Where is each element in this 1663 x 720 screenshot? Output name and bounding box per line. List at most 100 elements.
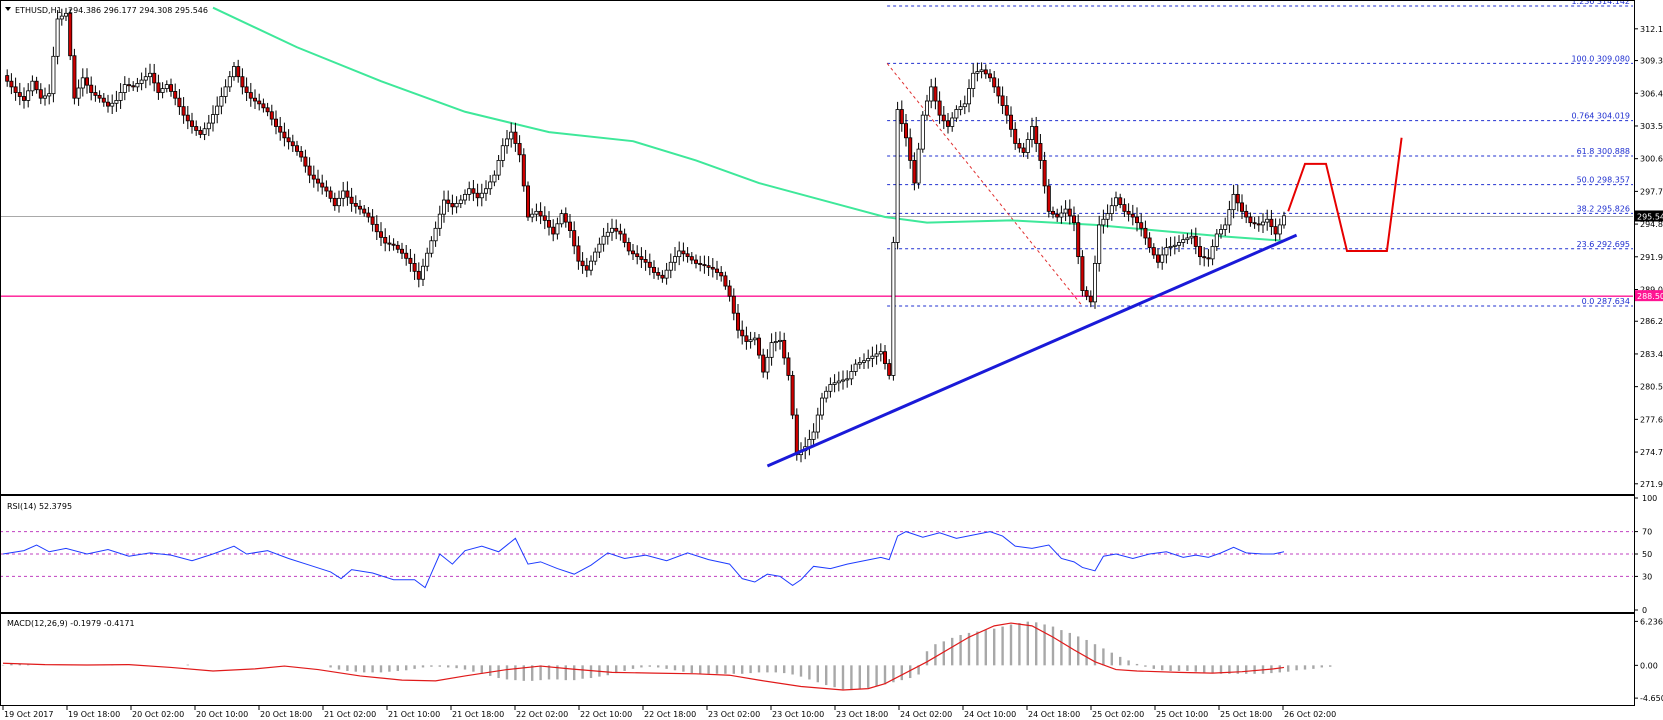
bear-candle [261,103,266,109]
bear-candle [685,253,690,258]
bear-candle [551,226,556,235]
bull-candle [1261,221,1266,226]
bear-candle [643,259,648,263]
bear-candle [1235,193,1240,204]
price-axis-label: 289.095 [1640,285,1663,294]
bull-candle [929,86,934,102]
bear-candle [294,145,299,152]
bull-candle [143,76,148,81]
bear-candle [1088,295,1093,303]
bear-candle [622,233,627,243]
bear-candle [5,75,10,82]
bear-candle [416,270,421,280]
bear-candle [412,263,417,272]
bear-candle [299,150,304,158]
bull-candle [139,79,144,84]
bear-candle [702,264,707,267]
bear-candle [580,260,585,267]
bull-candle [857,362,862,365]
bear-candle [189,120,194,127]
bear-candle [681,250,686,255]
bear-candle [1013,128,1018,144]
bull-candle [433,227,438,242]
bull-candle [832,382,837,385]
bear-candle [399,248,404,254]
bear-candle [185,114,190,122]
bear-candle [1126,210,1131,215]
bear-candle [1034,126,1039,144]
bear-candle [660,274,665,279]
bear-candle [723,275,728,287]
bull-candle [559,213,564,225]
price-axis-label: 300.655 [1640,155,1663,164]
bear-candle [647,261,652,268]
bear-candle [576,245,581,262]
bear-candle [93,92,98,96]
bear-candle [1004,105,1009,116]
bull-candle [462,193,467,201]
bear-candle [782,339,787,359]
bear-candle [1256,223,1261,226]
bull-candle [30,80,35,92]
support-price-label: 288.506 [1637,292,1663,301]
bull-candle [215,105,220,115]
price-axis-label: 277.620 [1640,415,1663,424]
bear-candle [526,185,531,218]
dropdown-triangle-icon[interactable] [5,7,11,11]
bear-candle [689,256,694,261]
symbol-label: ETHUSD,H1 [15,6,62,15]
bear-candle [757,337,762,356]
time-axis-label: 26 Oct 02:00 [1284,710,1336,719]
time-axis-label: 24 Oct 10:00 [964,710,1016,719]
bear-candle [374,223,379,233]
fib-level-label: 1.236 314.142 [1571,0,1630,6]
price-axis-label: 271.925 [1640,480,1663,489]
bear-candle [252,97,257,102]
bull-candle [971,72,976,89]
bear-candle [240,76,245,88]
bear-candle [89,84,94,93]
bear-candle [168,84,173,92]
bull-candle [160,88,165,93]
bull-candle [467,188,472,195]
bull-candle [488,181,493,190]
bull-candle [341,190,346,199]
bull-candle [1101,218,1106,226]
bull-candle [836,380,841,384]
bear-candle [34,80,39,91]
bull-candle [967,88,972,105]
bear-candle [584,265,589,271]
bear-candle [131,85,136,88]
bear-candle [127,84,132,87]
bear-candle [908,137,913,161]
bear-candle [387,242,392,245]
bull-candle [979,69,984,72]
bull-candle [593,251,598,262]
bull-candle [441,199,446,215]
bull-candle [1223,224,1228,230]
time-axis-label: 25 Oct 02:00 [1092,710,1144,719]
bear-candle [719,272,724,277]
time-axis-label: 25 Oct 18:00 [1220,710,1272,719]
bear-candle [639,256,644,260]
bear-candle [1122,204,1127,212]
bear-candle [933,86,938,102]
bull-candle [496,160,501,176]
bull-candle [1265,218,1270,223]
bull-candle [530,213,535,218]
bear-candle [320,182,325,188]
support-price-badge [1635,290,1663,302]
bull-candle [122,84,127,93]
bull-candle [227,76,232,88]
bear-candle [265,107,270,113]
bear-candle [694,259,699,264]
bull-candle [1105,213,1110,220]
bear-candle [761,354,766,373]
bear-candle [72,55,77,99]
bull-candle [1030,126,1035,140]
bear-candle [328,190,333,199]
fib-level-label: 50.0 298.357 [1577,176,1630,185]
bull-candle [870,355,875,359]
bull-candle [1282,215,1287,226]
